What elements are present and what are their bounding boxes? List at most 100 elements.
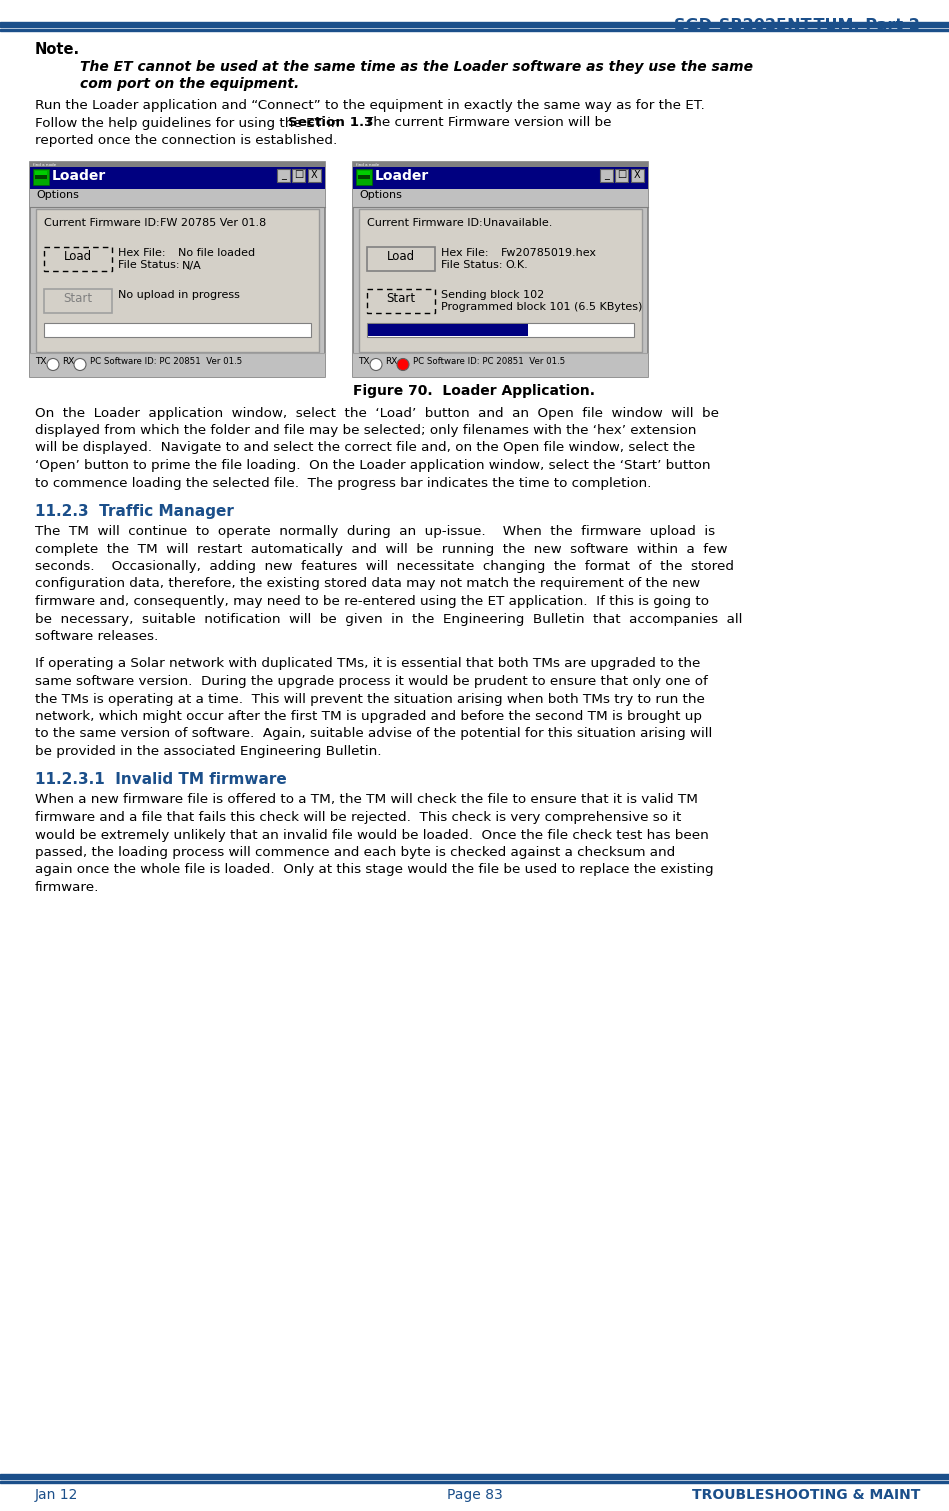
Text: On  the  Loader  application  window,  select  the  ‘Load’  button  and  an  Ope: On the Loader application window, select… bbox=[35, 406, 719, 420]
Bar bbox=[30, 352, 325, 376]
Text: TX: TX bbox=[358, 358, 369, 367]
Bar bbox=[0, 1475, 949, 1479]
Bar bbox=[44, 246, 112, 270]
Text: RX: RX bbox=[385, 358, 398, 367]
Circle shape bbox=[370, 358, 382, 370]
Text: Hex File:: Hex File: bbox=[118, 248, 165, 258]
Text: Jan 12: Jan 12 bbox=[35, 1488, 79, 1502]
Text: Fw20785019.hex: Fw20785019.hex bbox=[501, 248, 597, 258]
Bar bbox=[367, 289, 435, 313]
Text: Start: Start bbox=[386, 293, 416, 305]
Text: □: □ bbox=[617, 169, 626, 180]
Text: If operating a Solar network with duplicated TMs, it is essential that both TMs : If operating a Solar network with duplic… bbox=[35, 657, 700, 671]
Bar bbox=[30, 162, 325, 166]
Text: Loader: Loader bbox=[375, 169, 429, 183]
Bar bbox=[359, 209, 642, 352]
Bar bbox=[615, 169, 628, 181]
Text: will be displayed.  Navigate to and select the correct file and, on the Open fil: will be displayed. Navigate to and selec… bbox=[35, 441, 696, 455]
Text: Note.: Note. bbox=[35, 42, 80, 57]
Circle shape bbox=[74, 358, 86, 370]
Text: displayed from which the folder and file may be selected; only filenames with th: displayed from which the folder and file… bbox=[35, 425, 697, 437]
Text: X: X bbox=[634, 169, 641, 180]
Text: be provided in the associated Engineering Bulletin.: be provided in the associated Engineerin… bbox=[35, 745, 381, 759]
Bar bbox=[308, 169, 321, 181]
Text: Options: Options bbox=[36, 190, 79, 201]
Bar bbox=[358, 171, 370, 174]
Text: TX: TX bbox=[35, 358, 47, 367]
Text: to the same version of software.  Again, suitable advise of the potential for th: to the same version of software. Again, … bbox=[35, 727, 713, 740]
Text: be  necessary,  suitable  notification  will  be  given  in  the  Engineering  B: be necessary, suitable notification will… bbox=[35, 612, 742, 626]
Text: complete  the  TM  will  restart  automatically  and  will  be  running  the  ne: complete the TM will restart automatical… bbox=[35, 542, 728, 556]
Text: 11.2.3  Traffic Manager: 11.2.3 Traffic Manager bbox=[35, 505, 233, 518]
Text: the TMs is operating at a time.  This will prevent the situation arising when bo: the TMs is operating at a time. This wil… bbox=[35, 692, 705, 706]
Text: TROUBLESHOOTING & MAINT: TROUBLESHOOTING & MAINT bbox=[692, 1488, 920, 1502]
Bar bbox=[33, 169, 49, 184]
Text: configuration data, therefore, the existing stored data may not match the requir: configuration data, therefore, the exist… bbox=[35, 577, 700, 591]
Text: File Status:: File Status: bbox=[118, 260, 179, 270]
Bar bbox=[0, 29, 949, 32]
Text: Page 83: Page 83 bbox=[447, 1488, 502, 1502]
Text: Sending block 102: Sending block 102 bbox=[441, 290, 544, 301]
Text: again once the whole file is loaded.  Only at this stage would the file be used : again once the whole file is loaded. Onl… bbox=[35, 863, 714, 876]
Text: 11.2.3.1  Invalid TM firmware: 11.2.3.1 Invalid TM firmware bbox=[35, 772, 287, 787]
Bar bbox=[277, 169, 290, 181]
Text: _: _ bbox=[281, 169, 286, 180]
Text: N/A: N/A bbox=[182, 260, 202, 270]
Bar bbox=[353, 189, 648, 207]
Bar bbox=[292, 169, 305, 181]
Text: firmware.: firmware. bbox=[35, 881, 100, 895]
Text: When a new firmware file is offered to a TM, the TM will check the file to ensur: When a new firmware file is offered to a… bbox=[35, 793, 698, 807]
Text: X: X bbox=[311, 169, 318, 180]
Text: seconds.    Occasionally,  adding  new  features  will  necessitate  changing  t: seconds. Occasionally, adding new featur… bbox=[35, 561, 734, 573]
Text: SGD-SB2025NT-TUM, Part 2: SGD-SB2025NT-TUM, Part 2 bbox=[674, 18, 920, 33]
Text: find a node: find a node bbox=[356, 163, 379, 166]
Bar bbox=[367, 246, 435, 270]
Text: □: □ bbox=[294, 169, 303, 180]
Bar bbox=[35, 171, 47, 178]
Bar bbox=[353, 162, 648, 166]
Circle shape bbox=[47, 358, 59, 370]
Text: Unavailable.: Unavailable. bbox=[483, 219, 552, 228]
Text: Hex File:: Hex File: bbox=[441, 248, 489, 258]
Bar bbox=[44, 322, 311, 337]
Text: File Status:: File Status: bbox=[441, 260, 503, 270]
Text: The  TM  will  continue  to  operate  normally  during  an  up-issue.    When  t: The TM will continue to operate normally… bbox=[35, 524, 716, 538]
Text: No file loaded: No file loaded bbox=[178, 248, 255, 258]
Bar bbox=[353, 162, 648, 376]
Bar bbox=[30, 162, 325, 376]
Text: RX: RX bbox=[62, 358, 74, 367]
Text: Loader: Loader bbox=[52, 169, 106, 183]
Bar bbox=[358, 171, 370, 178]
Text: Follow the help guidelines for using the ET in: Follow the help guidelines for using the… bbox=[35, 116, 344, 130]
Text: PC Software ID: PC 20851  Ver 01.5: PC Software ID: PC 20851 Ver 01.5 bbox=[413, 358, 566, 367]
Text: Load: Load bbox=[387, 251, 415, 263]
Text: software releases.: software releases. bbox=[35, 630, 158, 644]
Text: No upload in progress: No upload in progress bbox=[118, 290, 240, 301]
Text: FW 20785 Ver 01.8: FW 20785 Ver 01.8 bbox=[160, 219, 267, 228]
Text: network, which might occur after the first TM is upgraded and before the second : network, which might occur after the fir… bbox=[35, 710, 702, 722]
Text: _: _ bbox=[605, 169, 609, 180]
Text: Load: Load bbox=[64, 251, 92, 263]
Bar bbox=[30, 189, 325, 207]
Text: Programmed block 101 (6.5 KBytes): Programmed block 101 (6.5 KBytes) bbox=[441, 302, 642, 313]
Bar bbox=[30, 166, 325, 189]
Bar bbox=[36, 209, 319, 352]
Bar bbox=[368, 323, 528, 335]
Text: ‘Open’ button to prime the file loading.  On the Loader application window, sele: ‘Open’ button to prime the file loading.… bbox=[35, 459, 711, 471]
Text: Current Firmware ID:: Current Firmware ID: bbox=[367, 219, 483, 228]
Text: to commence loading the selected file.  The progress bar indicates the time to c: to commence loading the selected file. T… bbox=[35, 476, 652, 490]
Bar bbox=[353, 166, 648, 189]
Bar bbox=[631, 169, 644, 181]
Bar bbox=[356, 169, 372, 184]
Bar bbox=[353, 352, 648, 376]
Bar bbox=[600, 169, 613, 181]
Bar bbox=[0, 1481, 949, 1482]
Text: passed, the loading process will commence and each byte is checked against a che: passed, the loading process will commenc… bbox=[35, 846, 676, 858]
Text: Run the Loader application and “Connect” to the equipment in exactly the same wa: Run the Loader application and “Connect”… bbox=[35, 100, 705, 112]
Text: reported once the connection is established.: reported once the connection is establis… bbox=[35, 134, 338, 147]
Text: com port on the equipment.: com port on the equipment. bbox=[80, 77, 299, 91]
Text: .  The current Firmware version will be: . The current Firmware version will be bbox=[352, 116, 611, 130]
Text: Options: Options bbox=[359, 190, 401, 201]
Text: would be extremely unlikely that an invalid file would be loaded.  Once the file: would be extremely unlikely that an inva… bbox=[35, 828, 709, 842]
Text: Figure 70.  Loader Application.: Figure 70. Loader Application. bbox=[353, 384, 596, 399]
